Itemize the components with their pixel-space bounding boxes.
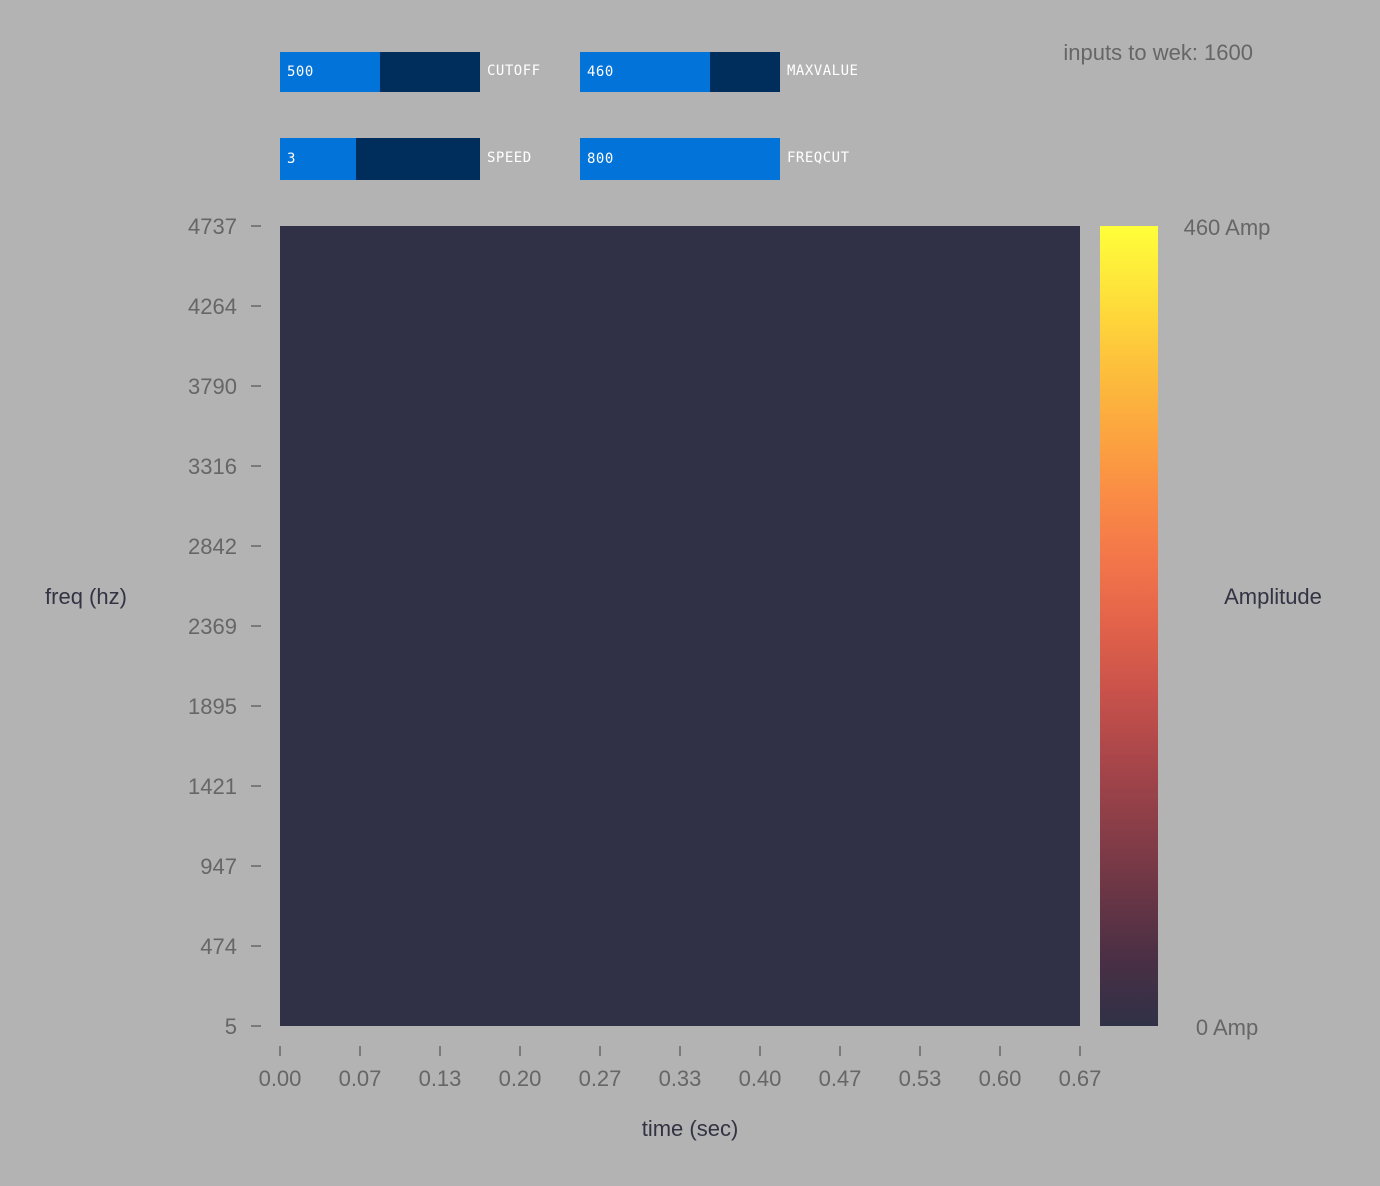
y-tick-label: 2369 xyxy=(188,614,237,639)
x-tick-label: 0.40 xyxy=(739,1066,782,1091)
colorbar-min-label: 0 Amp xyxy=(1196,1015,1258,1040)
y-tick-label: 1895 xyxy=(188,694,237,719)
y-tick-label: 3316 xyxy=(188,454,237,479)
y-axis-title: freq (hz) xyxy=(45,584,127,609)
colorbar xyxy=(1100,226,1158,1026)
y-axis: 4737 4264 3790 3316 2842 2369 1895 1421 947 474 5 xyxy=(188,214,261,1039)
spectrogram-plot-area xyxy=(280,226,1080,1026)
colorbar-gradient xyxy=(1100,226,1158,1026)
x-axis-title: time (sec) xyxy=(642,1116,739,1141)
x-tick-label: 0.27 xyxy=(579,1066,622,1091)
cutoff-value: 500 xyxy=(287,64,314,80)
x-tick-label: 0.20 xyxy=(499,1066,542,1091)
colorbar-title: Amplitude xyxy=(1224,584,1322,609)
freqcut-label: FREQCUT xyxy=(787,150,850,166)
x-tick-label: 0.67 xyxy=(1059,1066,1102,1091)
maxvalue-label: MAXVALUE xyxy=(787,63,859,79)
speed-value: 3 xyxy=(287,151,296,167)
y-tick-label: 3790 xyxy=(188,374,237,399)
x-axis: 0.00 0.07 0.13 0.20 0.27 0.33 0.40 0.47 0.53 0.60… xyxy=(259,1046,1102,1091)
cutoff-label: CUTOFF xyxy=(487,63,541,79)
x-tick-label: 0.00 xyxy=(259,1066,302,1091)
y-tick-label: 474 xyxy=(200,934,237,959)
maxvalue-value: 460 xyxy=(587,64,614,80)
cutoff-slider-fill xyxy=(280,52,380,92)
freqcut-slider[interactable]: 800 xyxy=(580,138,780,180)
x-tick-label: 0.53 xyxy=(899,1066,942,1091)
y-tick-label: 1421 xyxy=(188,774,237,799)
y-tick-label: 4264 xyxy=(188,294,237,319)
x-tick-label: 0.47 xyxy=(819,1066,862,1091)
x-tick-label: 0.07 xyxy=(339,1066,382,1091)
y-tick-label: 4737 xyxy=(188,214,237,239)
freqcut-slider-fill xyxy=(580,138,780,180)
speed-label: SPEED xyxy=(487,150,532,166)
cutoff-slider[interactable]: 500 xyxy=(280,52,480,92)
speed-slider[interactable]: 3 xyxy=(280,138,480,180)
x-tick-label: 0.60 xyxy=(979,1066,1022,1091)
y-tick-label: 947 xyxy=(200,854,237,879)
x-tick-label: 0.13 xyxy=(419,1066,462,1091)
y-tick-label: 5 xyxy=(225,1014,237,1039)
speed-slider-fill xyxy=(280,138,356,180)
inputs-to-wek-status: inputs to wek: 1600 xyxy=(1063,40,1253,65)
y-tick-label: 2842 xyxy=(188,534,237,559)
maxvalue-slider[interactable]: 460 xyxy=(580,52,780,92)
freqcut-value: 800 xyxy=(587,151,614,167)
x-tick-label: 0.33 xyxy=(659,1066,702,1091)
colorbar-max-label: 460 Amp xyxy=(1184,215,1271,240)
maxvalue-slider-fill xyxy=(580,52,710,92)
